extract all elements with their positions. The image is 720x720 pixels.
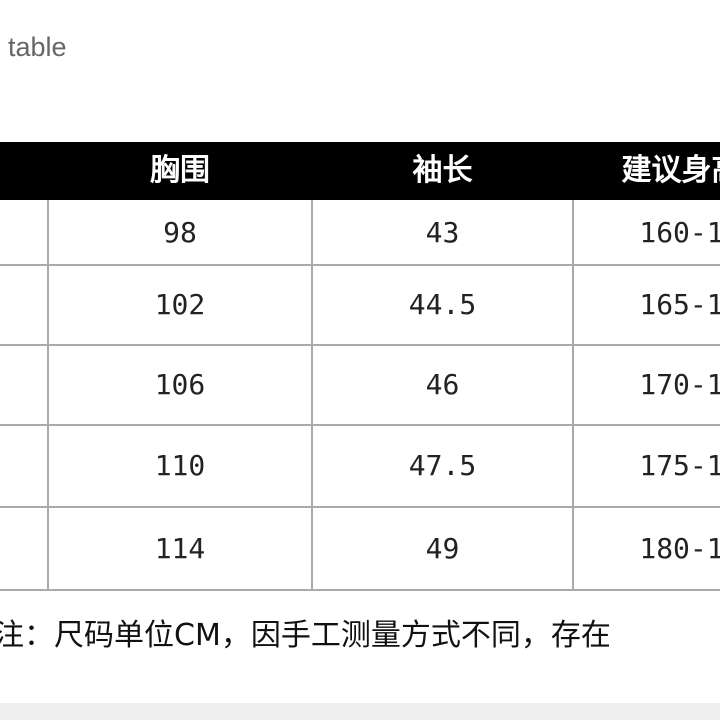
row-border xyxy=(0,506,720,508)
row-border xyxy=(0,264,720,266)
column-border xyxy=(572,200,574,590)
column-header: 袖长 xyxy=(412,153,473,188)
note: 注：尺码单位CM，因手工测量方式不同，存在 xyxy=(0,618,611,653)
table-cell: 170-1 xyxy=(639,368,720,401)
table-cell: 43 xyxy=(425,216,460,249)
column-border xyxy=(311,200,313,590)
table-cell: 114 xyxy=(154,532,206,565)
row-border xyxy=(0,424,720,426)
bottom-strip xyxy=(0,703,720,720)
table-cell: 47.5 xyxy=(408,449,477,482)
table-cell: 106 xyxy=(154,368,206,401)
column-header: 胸围 xyxy=(150,153,210,188)
table-cell: 49 xyxy=(425,532,460,565)
table-cell: 165-1 xyxy=(639,288,720,321)
table-cell: 160-1 xyxy=(639,216,720,249)
table-cell: 180-1 xyxy=(639,532,720,565)
table-cell: 110 xyxy=(154,449,206,482)
table-cell: 98 xyxy=(163,216,197,249)
table-cell: 102 xyxy=(154,288,206,321)
page-title: table xyxy=(8,32,67,62)
table-cell: 44.5 xyxy=(408,288,477,321)
column-border xyxy=(47,200,49,590)
table-cell: 46 xyxy=(425,368,460,401)
row-border xyxy=(0,344,720,346)
column-header: 建议身高 xyxy=(621,153,720,188)
row-border xyxy=(0,589,720,591)
table-cell: 175-1 xyxy=(639,449,720,482)
header-bar xyxy=(0,142,720,200)
